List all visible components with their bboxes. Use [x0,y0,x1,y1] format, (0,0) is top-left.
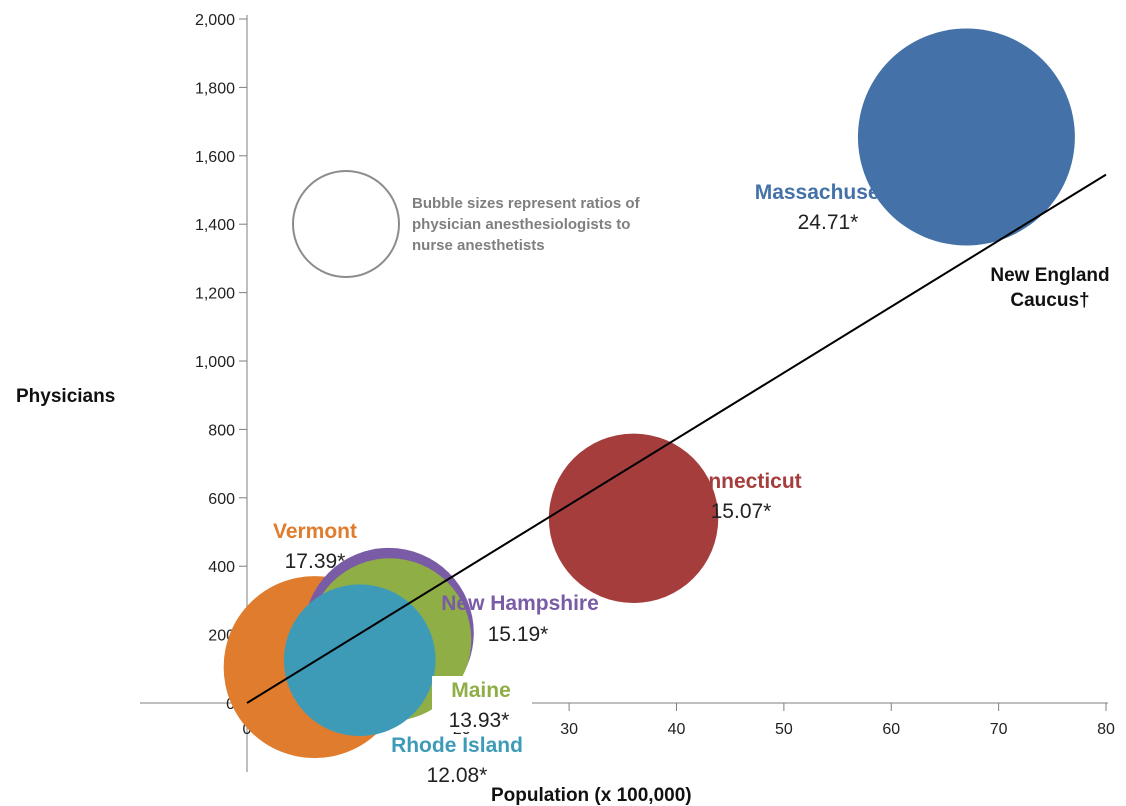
y-tick-label: 600 [208,491,235,508]
x-tick-label: 50 [775,721,793,738]
legend-note-text: Bubble sizes represent ratios of physicia… [412,195,641,254]
trendline-group: New England Caucus† [246,173,1110,704]
y-tick-label: 0 [226,696,235,713]
trendline-label-line: New England [990,265,1109,286]
label-new-hampshire: New Hampshire [441,592,599,615]
y-tick-label: 1,400 [195,217,235,234]
trendline-label: New England Caucus† [990,265,1109,311]
trendline-label-line: Caucus† [1010,290,1089,311]
ratio-massachusetts: 24.71* [798,211,859,234]
bubble-massachusetts [857,28,1075,246]
label-connecticut: Connecticut [680,470,801,493]
bubble-rhode-island [283,584,436,737]
y-tick-label: 800 [208,422,235,439]
y-tick-label: 2,000 [195,12,235,29]
x-tick-label: 0 [243,721,252,738]
legend-note-line: Bubble sizes represent ratios of [412,195,641,212]
y-axis-title: Physicians [16,386,115,407]
ratio-rhode-island: 12.08* [427,764,488,787]
bubble-size-note: Bubble sizes represent ratios of physicia… [292,170,641,278]
label-rhode-island: Rhode Island [391,734,523,757]
y-tick-label: 400 [208,559,235,576]
y-tick-label: 1,800 [195,80,235,97]
trendline [246,173,1107,704]
ratio-new-hampshire: 15.19* [488,623,549,646]
label-massachusetts: Massachusetts [755,181,906,204]
bubble-labels: Vermont 17.39* New Hampshire 15.19* Maine 13.… [273,181,905,787]
ratio-maine: 13.93* [449,709,510,732]
x-tick-label: 40 [668,721,686,738]
x-axis-title: Population (x 100,000) [491,785,692,806]
legend-note-line: nurse anesthetists [412,237,545,254]
x-tick-label: 80 [1097,721,1115,738]
maine-label-backing [432,676,532,732]
tick-labels: 02004006008001,0001,2001,4001,6001,8002,… [195,12,1115,738]
label-vermont: Vermont [273,520,357,543]
x-tick-label: 70 [990,721,1008,738]
bubble-connecticut [548,433,719,604]
bubbles [223,28,1075,759]
ratio-connecticut: 15.07* [711,500,772,523]
label-maine: Maine [451,679,511,702]
x-tick-label: 60 [882,721,900,738]
legend-bubble [292,170,400,278]
y-tick-label: 1,000 [195,354,235,371]
y-tick-label: 1,200 [195,286,235,303]
ratio-vermont: 17.39* [285,550,346,573]
y-tick-label: 1,600 [195,149,235,166]
legend-note-line: physician anesthesiologists to [412,216,630,233]
x-tick-label: 30 [560,721,578,738]
